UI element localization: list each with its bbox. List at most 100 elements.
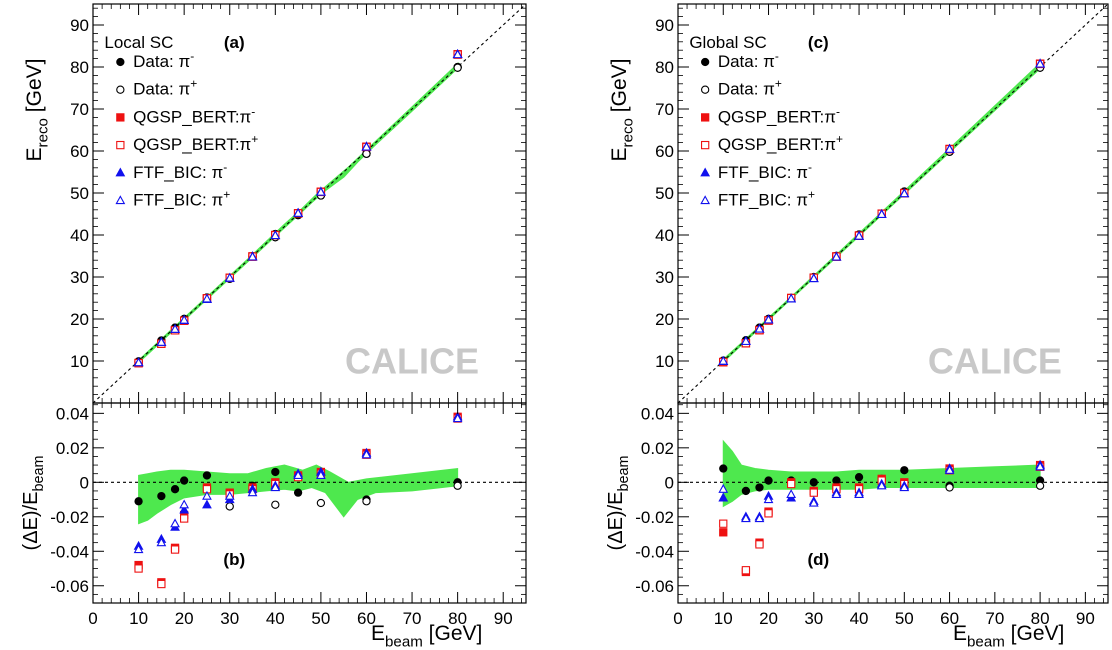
legend-entry: QGSP_BERT:π+ [718,132,843,154]
bottom-point-square-open [741,566,751,575]
legend-entry: FTF_BIC: π- [718,160,812,182]
bottom-point-circle-filled [180,476,189,485]
top-ytick-label: 60 [70,142,89,161]
xtick-label: 30 [220,609,239,628]
xtick-label: 60 [357,609,376,628]
bottom-point-circle-filled [157,491,166,501]
xtick-label: 10 [714,609,733,628]
bottom-point-triangle-open [831,489,842,498]
top-ytick-label: 20 [655,310,674,329]
bottom-panel-label: (d) [807,550,829,569]
bottom-ytick-label: -0.06 [50,577,89,596]
top-panel-label: (a) [224,33,245,52]
top-marker-triangle-open [718,355,729,365]
xtick-label: 50 [311,609,330,628]
bottom-point-square-open [719,519,728,528]
bottom-point-triangle-open [718,483,729,493]
bottom-point-circle-filled [134,497,143,506]
bottom-point-triangle-open [452,413,463,423]
bottom-point-triangle-open [293,470,303,480]
top-ytick-label: 50 [655,184,674,203]
bottom-point-circle-filled [900,466,909,475]
legend-entry: Data: π- [133,49,194,71]
xtick-label: 0 [673,609,682,628]
bottom-point-triangle-open [763,494,774,504]
legend-entry: FTF_BIC: π+ [133,188,230,210]
legend-marker-square-filled [701,113,710,122]
bottom-point-circle-open [362,497,371,506]
top-ytick-label: 90 [70,16,89,35]
bottom-point-circle-filled [271,467,280,477]
legend-entry: FTF_BIC: π- [133,160,227,182]
top-marker-triangle-open [133,357,144,367]
top-marker-triangle-open [247,251,258,261]
top-marker-circle-open [453,63,462,72]
bottom-ytick-label: 0.04 [641,404,674,423]
x-axis-label: Ebeam [GeV] [371,622,482,650]
bottom-point-circle-open [1035,481,1045,490]
bottom-point-triangle-open [754,513,765,523]
watermark-text: CALICE [345,341,479,382]
bottom-point-circle-open [271,500,280,509]
bottom-point-circle-filled [755,483,764,492]
xtick-label: 70 [985,609,1004,628]
top-marker-triangle-open [270,230,281,240]
legend-marker-triangle-open [115,195,126,205]
legend-marker-triangle-filled [700,167,711,177]
bottom-point-triangle-open [179,499,190,509]
bottom-frame [92,402,527,604]
bottom-point-triangle-open [316,470,326,480]
top-ytick-label: 40 [70,226,89,245]
top-marker-triangle-open [202,293,212,303]
xtick-label: 20 [759,609,778,628]
top-marker-triangle-open [854,230,864,240]
xtick-label: 20 [175,609,194,628]
bottom-point-square-open [787,479,796,489]
xtick-label: 90 [1076,609,1095,628]
bottom-point-triangle-open [808,497,819,507]
bottom-point-triangle-open [156,537,167,547]
bottom-point-triangle-open [133,544,144,554]
bottom-y-axis-label: (ΔE)/Ebeam [20,456,47,551]
legend-marker-square-filled [116,113,125,122]
bottom-point-square-open [755,540,764,549]
bottom-ytick-label: 0.02 [641,439,674,458]
bottom-point-square-open [809,488,818,497]
top-ytick-label: 90 [655,16,674,35]
legend-entry: Data: π+ [133,77,197,99]
bottom-point-triangle-open [899,482,910,492]
top-marker-triangle-open [754,323,765,333]
top-marker-triangle-open [361,141,372,151]
top-marker-triangle-open [170,323,180,333]
top-marker-triangle-open [156,336,167,346]
diagonal-line [92,3,527,404]
xtick-label: 70 [403,609,422,628]
top-ytick-label: 70 [70,100,89,119]
bottom-point-triangle-filled [718,492,729,502]
legend-entry: QGSP_BERT:π- [718,104,840,126]
legend-marker-circle-filled [116,57,125,67]
bottom-ytick-label: 0 [665,473,674,492]
xtick-label: 10 [129,609,148,628]
top-marker-triangle-open [316,186,326,196]
bottom-point-triangle-open [1035,461,1045,471]
bottom-point-circle-filled [719,464,728,473]
xtick-label: 0 [88,609,97,628]
bottom-ytick-label: -0.02 [50,508,89,527]
top-ytick-label: 10 [70,352,89,371]
bottom-point-triangle-open [361,449,372,459]
bottom-band [138,464,459,525]
bottom-point-triangle-open [944,464,955,474]
bottom-point-triangle-open [854,489,864,498]
top-marker-triangle-open [808,273,819,283]
top-marker-triangle-open [293,207,303,217]
bottom-point-circle-filled [202,471,212,480]
xtick-label: 40 [266,609,285,628]
xtick-label: 50 [895,609,914,628]
top-marker-triangle-open [741,336,751,345]
xtick-label: 80 [448,609,467,628]
top-marker-triangle-open [452,49,463,59]
bottom-point-square-filled [719,528,728,537]
bottom-point-triangle-open [270,482,281,492]
legend-marker-square-open [701,140,710,150]
